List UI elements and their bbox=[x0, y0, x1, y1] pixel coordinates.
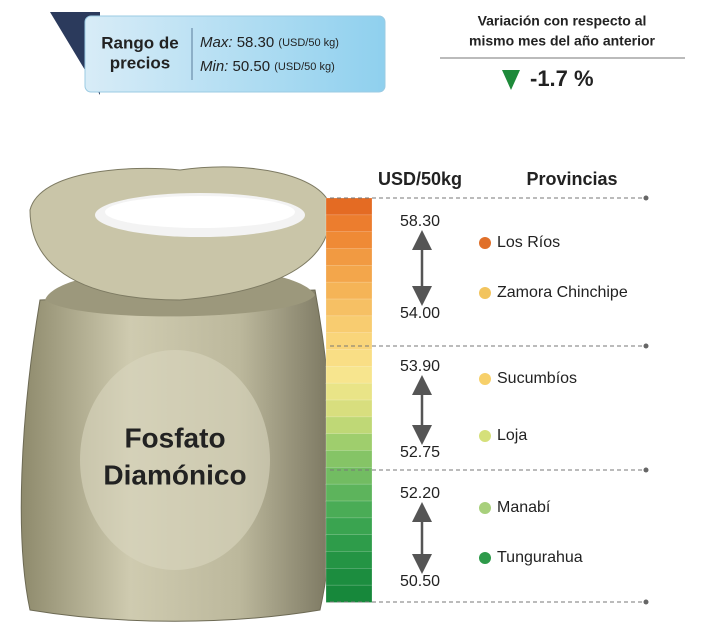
scale-segment bbox=[326, 585, 372, 602]
variation-value: -1.7 % bbox=[530, 66, 594, 91]
scale-segment bbox=[326, 265, 372, 282]
province-dot bbox=[479, 237, 491, 249]
product-name: Diamónico bbox=[103, 459, 246, 490]
province-name: Loja bbox=[497, 427, 527, 444]
scale-segment bbox=[326, 383, 372, 400]
range-title: precios bbox=[110, 53, 170, 72]
scale-segment bbox=[326, 366, 372, 383]
max-row: Max: 58.30 (USD/50 kg) bbox=[200, 34, 339, 51]
scale-segment bbox=[326, 232, 372, 249]
range-title: Rango de bbox=[101, 33, 178, 52]
scale-segment bbox=[326, 333, 372, 350]
separator-dot bbox=[644, 344, 649, 349]
infographic: Rango de precios Max: 58.30 (USD/50 kg) … bbox=[0, 0, 707, 630]
price-high: 58.30 bbox=[400, 213, 440, 230]
separator-dot bbox=[644, 468, 649, 473]
header-price: USD/50kg bbox=[378, 169, 462, 189]
variation-title: Variación con respecto al bbox=[478, 13, 647, 29]
scale-segment bbox=[326, 249, 372, 266]
scale-segment bbox=[326, 316, 372, 333]
min-unit: (USD/50 kg) bbox=[274, 61, 335, 73]
province-dot bbox=[479, 287, 491, 299]
color-scale bbox=[326, 196, 649, 605]
max-unit: (USD/50 kg) bbox=[278, 37, 339, 49]
province-dot bbox=[479, 552, 491, 564]
product-name: Fosfato bbox=[124, 422, 225, 453]
min-row: Min: 50.50 (USD/50 kg) bbox=[200, 58, 335, 75]
scale-segment bbox=[326, 350, 372, 367]
scale-segment bbox=[326, 417, 372, 434]
price-low: 50.50 bbox=[400, 573, 440, 590]
scale-segment bbox=[326, 451, 372, 468]
province-name: Zamora Chinchipe bbox=[497, 284, 628, 301]
scale-segment bbox=[326, 501, 372, 518]
price-low: 54.00 bbox=[400, 305, 440, 322]
min-value: 50.50 bbox=[233, 58, 271, 75]
province-name: Manabí bbox=[497, 499, 551, 516]
scale-segment bbox=[326, 400, 372, 417]
separator-dot bbox=[644, 600, 649, 605]
province-dot bbox=[479, 373, 491, 385]
scale-segment bbox=[326, 535, 372, 552]
price-high: 53.90 bbox=[400, 358, 440, 375]
scale-segment bbox=[326, 198, 372, 215]
province-name: Los Ríos bbox=[497, 234, 560, 251]
scale-segment bbox=[326, 484, 372, 501]
scale-segment bbox=[326, 215, 372, 232]
down-arrow bbox=[502, 70, 520, 90]
price-high: 52.20 bbox=[400, 485, 440, 502]
province-name: Tungurahua bbox=[497, 549, 583, 566]
variation-title: mismo mes del año anterior bbox=[469, 33, 655, 49]
scale-segment bbox=[326, 552, 372, 569]
separator-dot bbox=[644, 196, 649, 201]
scale-segment bbox=[326, 299, 372, 316]
province-dot bbox=[479, 502, 491, 514]
scale-segment bbox=[326, 518, 372, 535]
header-provinces: Provincias bbox=[526, 169, 617, 189]
scale-segment bbox=[326, 282, 372, 299]
max-value: 58.30 bbox=[237, 34, 275, 51]
province-dot bbox=[479, 430, 491, 442]
sack bbox=[21, 167, 332, 621]
min-label: Min: bbox=[200, 58, 228, 75]
groups: 58.30 54.00 Los Ríos Zamora Chinchipe 53.90 5… bbox=[400, 213, 628, 590]
price-low: 52.75 bbox=[400, 444, 440, 461]
province-name: Sucumbíos bbox=[497, 370, 577, 387]
scale-segment bbox=[326, 434, 372, 451]
scale-segment bbox=[326, 568, 372, 585]
max-label: Max: bbox=[200, 34, 233, 51]
